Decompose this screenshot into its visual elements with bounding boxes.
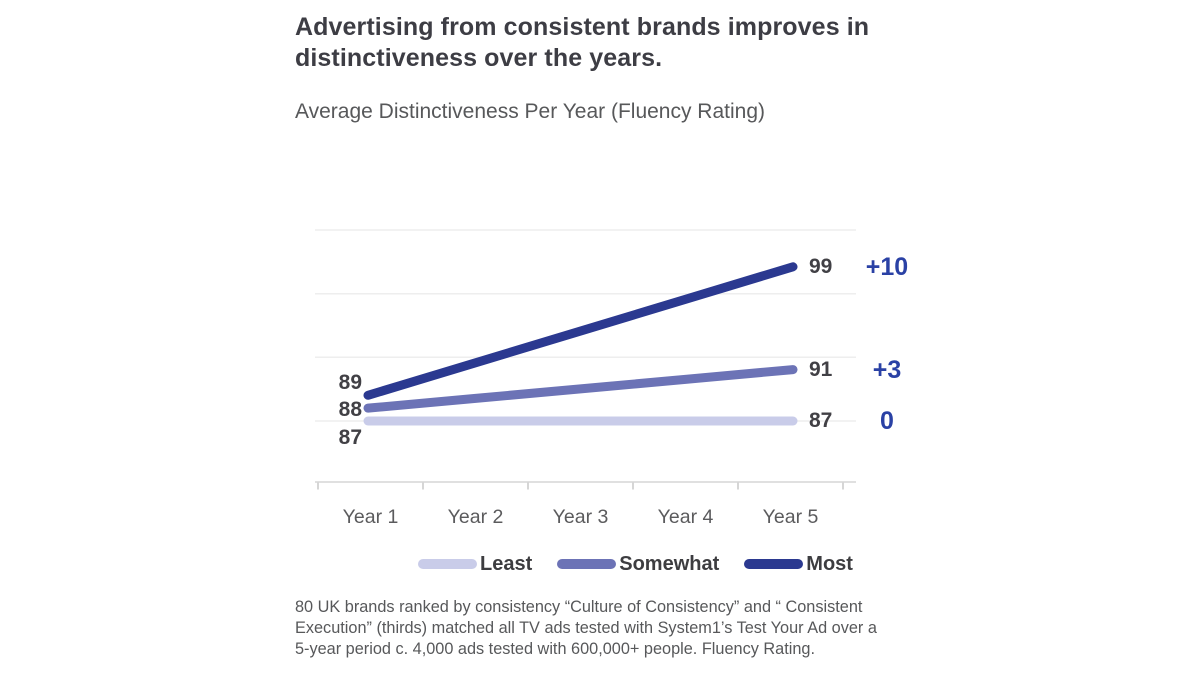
x-axis-label-year-1: Year 1 (342, 506, 399, 528)
legend-label-somewhat: Somewhat (619, 553, 720, 575)
value-label-least-start: 87 (338, 426, 362, 449)
delta-label-least: 0 (880, 407, 894, 435)
legend-label-most: Most (806, 553, 853, 575)
value-label-most-end: 99 (809, 254, 833, 278)
chart-headline: Advertising from consistent brands impro… (295, 12, 955, 74)
legend-item-least: Least (418, 552, 532, 576)
value-label-somewhat-end: 91 (809, 357, 833, 381)
x-axis-label-year-4: Year 4 (657, 506, 714, 528)
chart-subtitle: Average Distinctiveness Per Year (Fluenc… (295, 100, 766, 123)
x-axis-label-year-5: Year 5 (762, 506, 819, 528)
legend-item-most: Most (744, 552, 853, 576)
footnote-line-2: Execution” (thirds) matched all TV ads t… (295, 618, 877, 637)
x-axis-label-year-2: Year 2 (447, 506, 504, 528)
legend: Least Somewhat Most (418, 552, 853, 576)
legend-item-somewhat: Somewhat (557, 552, 719, 576)
headline-line-2: distinctiveness over the years. (295, 44, 663, 72)
legend-swatch-most-icon (744, 559, 804, 569)
value-label-most-start: 89 (338, 371, 362, 395)
footnote-line-1: 80 UK brands ranked by consistency “Cult… (295, 598, 863, 616)
delta-label-somewhat: +3 (872, 355, 902, 384)
footnote: 80 UK brands ranked by consistency “Cult… (295, 597, 975, 659)
legend-swatch-somewhat-icon (557, 559, 617, 569)
footnote-line-3: 5-year period c. 4,000 ads tested with 6… (295, 639, 815, 658)
delta-label-most: +10 (865, 252, 909, 281)
value-label-somewhat-start: 88 (338, 398, 362, 422)
legend-swatch-least-icon (418, 559, 477, 569)
value-label-least-end: 87 (809, 409, 833, 432)
legend-label-least: Least (480, 553, 533, 575)
x-axis-label-year-3: Year 3 (552, 506, 609, 528)
headline-line-1: Advertising from consistent brands impro… (295, 13, 870, 41)
